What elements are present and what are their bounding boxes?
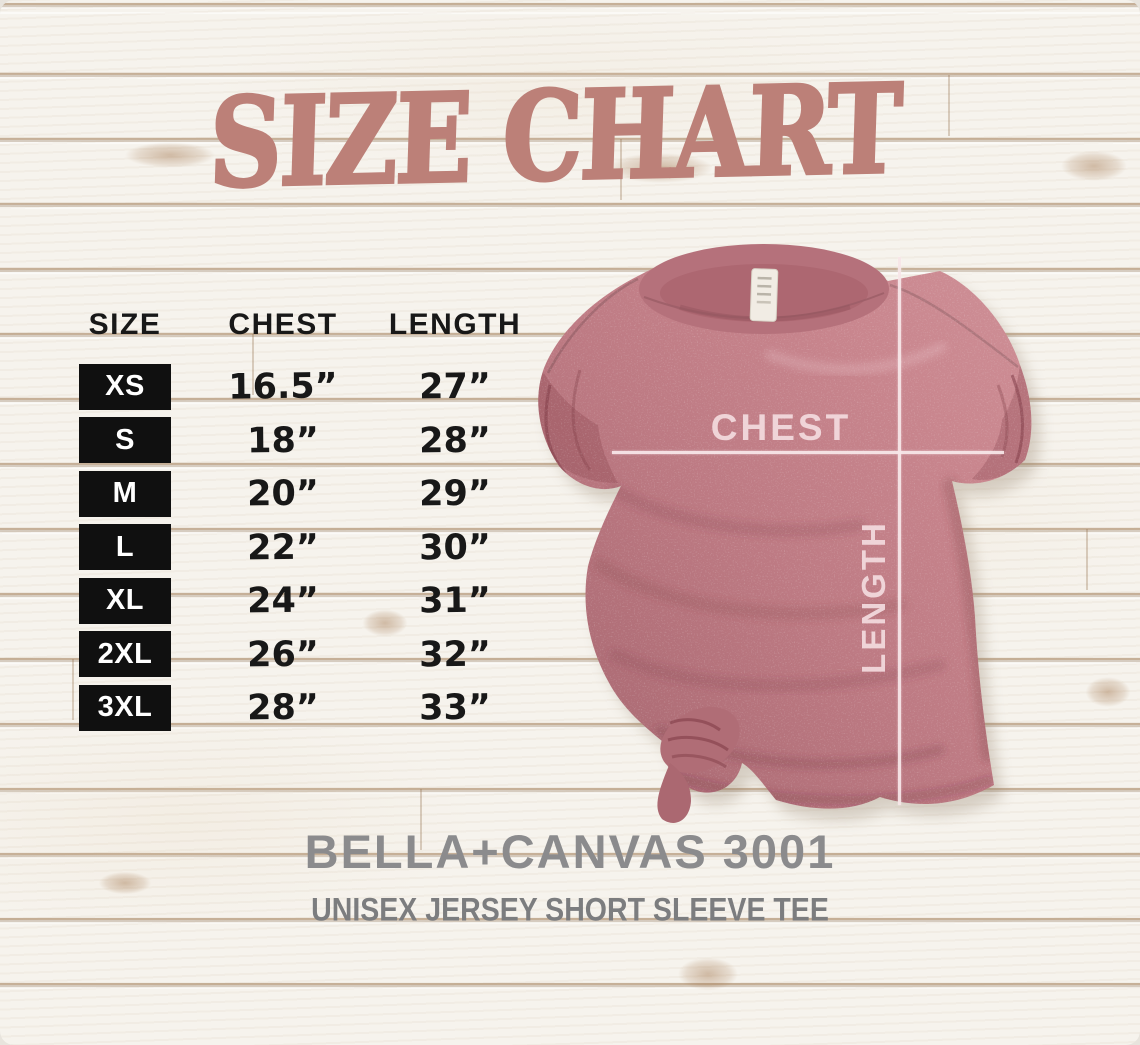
chest-value: 20” [246,473,320,515]
size-badge-cell: L [58,521,192,575]
size-badge-xs: XS [79,363,171,410]
product-subtitle: UNISEX JERSEY SHORT SLEEVE TEE [311,891,829,928]
column-header-length: LENGTH [388,308,522,341]
column-header-chest: CHEST [228,308,338,341]
neck-tag [749,268,779,322]
size-table: SIZE CHEST LENGTH XS 16.5” 27” S 18” 28”… [58,290,536,735]
size-badge-3xl: 3XL [79,684,171,731]
column-header-size: SIZE [88,308,162,341]
size-badge-m: M [79,470,171,517]
wood-knot [1078,672,1138,712]
plank-joint [948,75,950,136]
product-name: BELLA+CANVAS 3001 [304,825,836,878]
size-badge-s: S [79,417,171,464]
size-badge-cell: XL [58,574,192,628]
plank-joint [1086,529,1088,590]
size-badge-l: L [79,524,171,571]
wood-knot [355,605,415,641]
length-measure-line [898,257,901,805]
wood-knot [590,148,730,188]
chest-value: 28” [246,687,320,729]
size-badge-cell: 3XL [58,681,192,735]
wood-knot [90,868,160,898]
chest-measure-line [612,451,1004,454]
chest-value: 18” [246,419,320,461]
tshirt-photo [538,244,1041,823]
chest-value: 22” [246,526,320,568]
length-value: 29” [418,473,492,515]
plank-joint [420,789,422,850]
chest-value: 16.5” [228,366,338,408]
chest-value: 24” [246,580,320,622]
length-value: 33” [418,687,492,729]
size-badge-2xl: 2XL [79,631,171,678]
size-badge-xl: XL [79,577,171,624]
plank-joint [620,139,622,200]
chest-value: 26” [246,633,320,675]
size-badge-cell: S [58,414,192,468]
wood-knot [110,138,230,172]
size-badge-cell: 2XL [58,628,192,682]
shirt-knot [657,706,740,823]
length-value: 31” [418,580,492,622]
length-value: 30” [418,526,492,568]
wood-knot [668,952,748,996]
length-value: 28” [418,419,492,461]
plank-joint [72,659,74,720]
plank-joint [252,334,254,395]
length-value: 32” [418,633,492,675]
wood-knot [1050,146,1138,186]
length-label: LENGTH [855,520,892,674]
chest-label: CHEST [710,407,852,448]
length-value: 27” [418,366,492,408]
page-title: SIZE CHART [206,55,904,217]
size-badge-cell: M [58,467,192,521]
size-badge-cell: XS [58,360,192,414]
